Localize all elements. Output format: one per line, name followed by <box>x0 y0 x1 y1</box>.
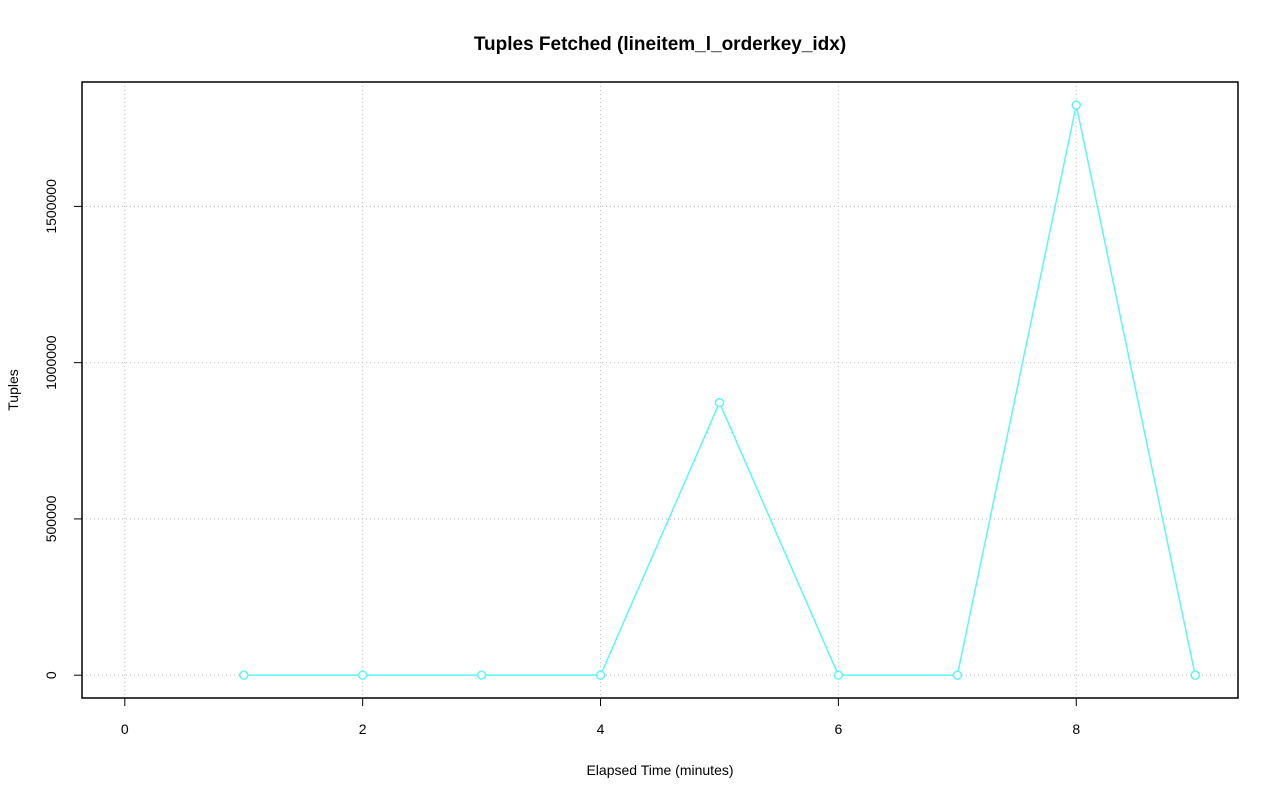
data-point <box>1190 670 1200 680</box>
plot-frame <box>81 81 1239 699</box>
y-tick-label: 1000000 <box>43 335 59 390</box>
chart-title: Tuples Fetched (lineitem_l_orderkey_idx) <box>474 34 846 55</box>
series-line <box>243 104 1196 676</box>
data-point <box>833 670 844 680</box>
y-tick-label: 500000 <box>43 495 59 542</box>
data-point <box>238 670 249 680</box>
data-point <box>714 397 725 408</box>
y-axis-label: Tuples <box>5 369 21 411</box>
x-tick-label: 6 <box>834 721 842 737</box>
x-axis-label: Elapsed Time (minutes) <box>586 762 733 778</box>
data-point <box>476 670 487 680</box>
data-point <box>595 670 606 680</box>
x-tick-label: 4 <box>597 721 605 737</box>
x-tick-label: 2 <box>359 721 367 737</box>
y-tick-label: 1500000 <box>43 179 59 234</box>
data-point <box>357 670 368 680</box>
data-point <box>1071 100 1082 110</box>
data-point <box>952 670 963 680</box>
x-tick-label: 0 <box>121 721 129 737</box>
x-tick-label: 8 <box>1072 721 1080 737</box>
y-tick-label: 0 <box>43 671 59 679</box>
